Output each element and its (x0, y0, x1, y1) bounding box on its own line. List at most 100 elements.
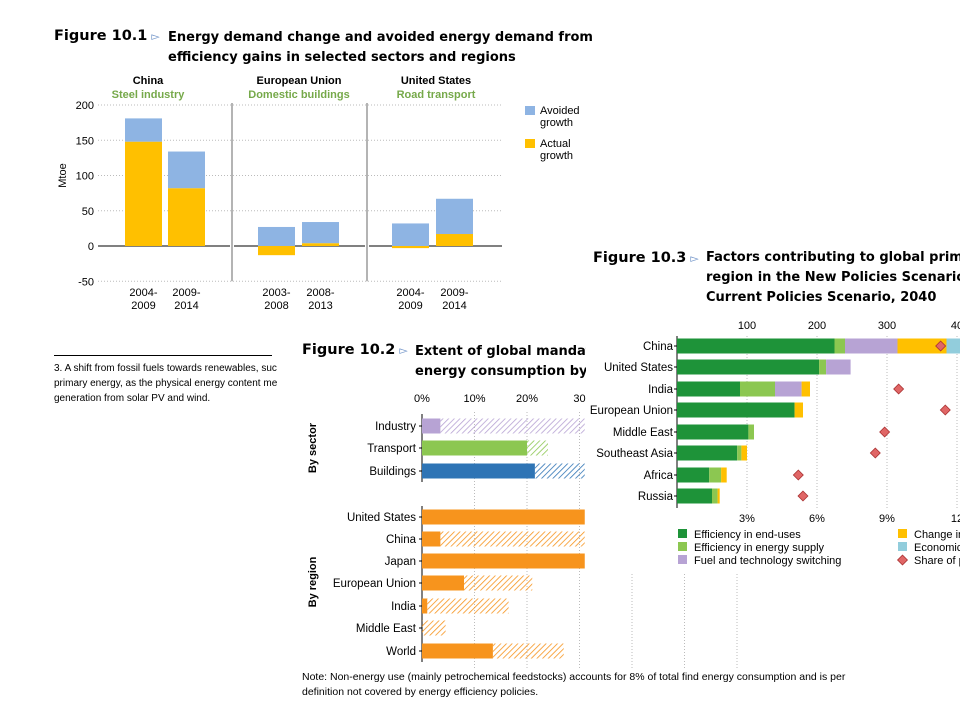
bar-segment (677, 467, 710, 483)
bar-solid (422, 531, 441, 547)
top-tick-label: 300 (878, 320, 896, 332)
legend-label: Efficiency in end-uses (694, 529, 801, 541)
footnote-line: generation from solar PV and wind. (54, 393, 211, 404)
bar-hatched (527, 440, 548, 456)
figure-number: Figure 10.1 (54, 28, 148, 44)
legend-label: Change in (914, 529, 960, 541)
bar-hatched (464, 575, 533, 591)
bottom-tick-label: 3% (739, 513, 755, 525)
y-tick-label: 50 (82, 206, 94, 218)
bar-actual-growth (125, 141, 162, 246)
bar-segment (677, 381, 740, 397)
category-label: United States (347, 512, 416, 524)
bar-avoided-growth (392, 223, 429, 246)
x-tick-label: 2009 (398, 300, 422, 312)
panel-region-label: United States (401, 75, 471, 87)
y-tick-label: 150 (76, 135, 94, 147)
x-tick-label: 2014 (442, 300, 466, 312)
bar-segment (717, 488, 720, 504)
x-tick-label: 2004- (129, 287, 157, 299)
category-label: Russia (638, 491, 674, 503)
category-label: China (643, 341, 674, 353)
title-line: Factors contributing to global primary (706, 250, 960, 265)
y-tick-label: 0 (88, 241, 94, 253)
bar-actual-growth (302, 243, 339, 246)
legend-swatch (525, 139, 535, 148)
share-marker (879, 426, 891, 438)
bar-segment (737, 445, 742, 461)
bottom-tick-label: 9% (879, 513, 895, 525)
bar-segment (677, 488, 712, 504)
bar-hatched (422, 620, 446, 636)
figure-10-3-title: Factors contributing to global primary r… (706, 248, 960, 308)
legend-swatch (898, 542, 907, 551)
bar-solid (422, 598, 428, 614)
x-tick-label: 30 (573, 393, 585, 405)
group-label: By region (307, 556, 319, 607)
bar-actual-growth (168, 188, 205, 246)
title-line: Extent of global mandato (415, 344, 601, 359)
panel-region-label: China (133, 75, 164, 87)
bar-avoided-growth (302, 222, 339, 244)
x-tick-label: 2009- (440, 287, 468, 299)
title-line: Current Policies Scenario, 2040 (706, 290, 937, 305)
bar-segment (721, 467, 727, 483)
footnote-separator (54, 355, 272, 356)
share-marker (869, 447, 881, 459)
share-marker (893, 383, 905, 395)
bottom-tick-label: 6% (809, 513, 825, 525)
figure-note: Note: Non-energy use (mainly petrochemic… (302, 670, 845, 700)
share-marker (797, 490, 809, 502)
bar-solid (422, 643, 493, 659)
bar-segment (677, 402, 795, 418)
figure-10-3-number: Figure 10.3 ▻ (593, 250, 699, 266)
top-tick-label: 100 (738, 320, 756, 332)
legend-swatch (678, 529, 687, 538)
legend-label: growth (540, 150, 573, 162)
panel-sector-label: Road transport (397, 89, 476, 101)
bar-avoided-growth (168, 151, 205, 189)
bar-solid (422, 440, 527, 456)
bar-segment (819, 359, 827, 375)
legend-swatch (525, 106, 535, 115)
top-tick-label: 200 (808, 320, 826, 332)
bar-actual-growth (258, 246, 295, 256)
bar-segment (740, 381, 775, 397)
category-label: European Union (590, 405, 673, 417)
category-label: Industry (375, 421, 416, 433)
figure-arrow-icon: ▻ (399, 344, 408, 357)
bar-hatched (534, 463, 585, 479)
y-tick-label: 200 (76, 100, 94, 112)
bar-avoided-growth (436, 198, 473, 235)
legend-label: Efficiency in energy supply (694, 542, 825, 554)
bar-actual-growth (436, 234, 473, 246)
panel-region-label: European Union (257, 75, 342, 87)
y-axis-label: Mtoe (57, 163, 69, 187)
bar-solid (422, 575, 464, 591)
figure-10-2-number: Figure 10.2 ▻ (302, 342, 408, 358)
x-tick-label: 2009- (172, 287, 200, 299)
figure-10-3-chart: 100 200 300 40 3% 6% 9% 12 China United States Ind… (590, 320, 960, 567)
figure-arrow-icon: ▻ (690, 252, 699, 265)
group-label: By sector (307, 422, 319, 473)
bar-hatched (492, 643, 564, 659)
bar-segment (677, 424, 749, 440)
footnote-line: 3. A shift from fossil fuels towards ren… (54, 363, 277, 374)
x-tick-label: 2004- (396, 287, 424, 299)
legend-label: Fuel and technology switching (694, 555, 841, 567)
category-label: World (386, 646, 416, 658)
x-tick-label: 2009 (131, 300, 155, 312)
y-tick-label: -50 (78, 276, 94, 288)
bar-segment (794, 402, 803, 418)
y-tick-label: 100 (76, 171, 94, 183)
bar-hatched (440, 418, 585, 434)
category-label: European Union (333, 578, 416, 590)
bar-segment (709, 467, 722, 483)
bar-segment (897, 338, 947, 354)
bar-solid (422, 418, 441, 434)
figure-10-1-number: Figure 10.1 ▻ (54, 28, 160, 44)
category-label: Southeast Asia (596, 448, 673, 460)
share-marker (935, 340, 947, 352)
bar-hatched (440, 531, 585, 547)
legend-marker (896, 554, 909, 566)
